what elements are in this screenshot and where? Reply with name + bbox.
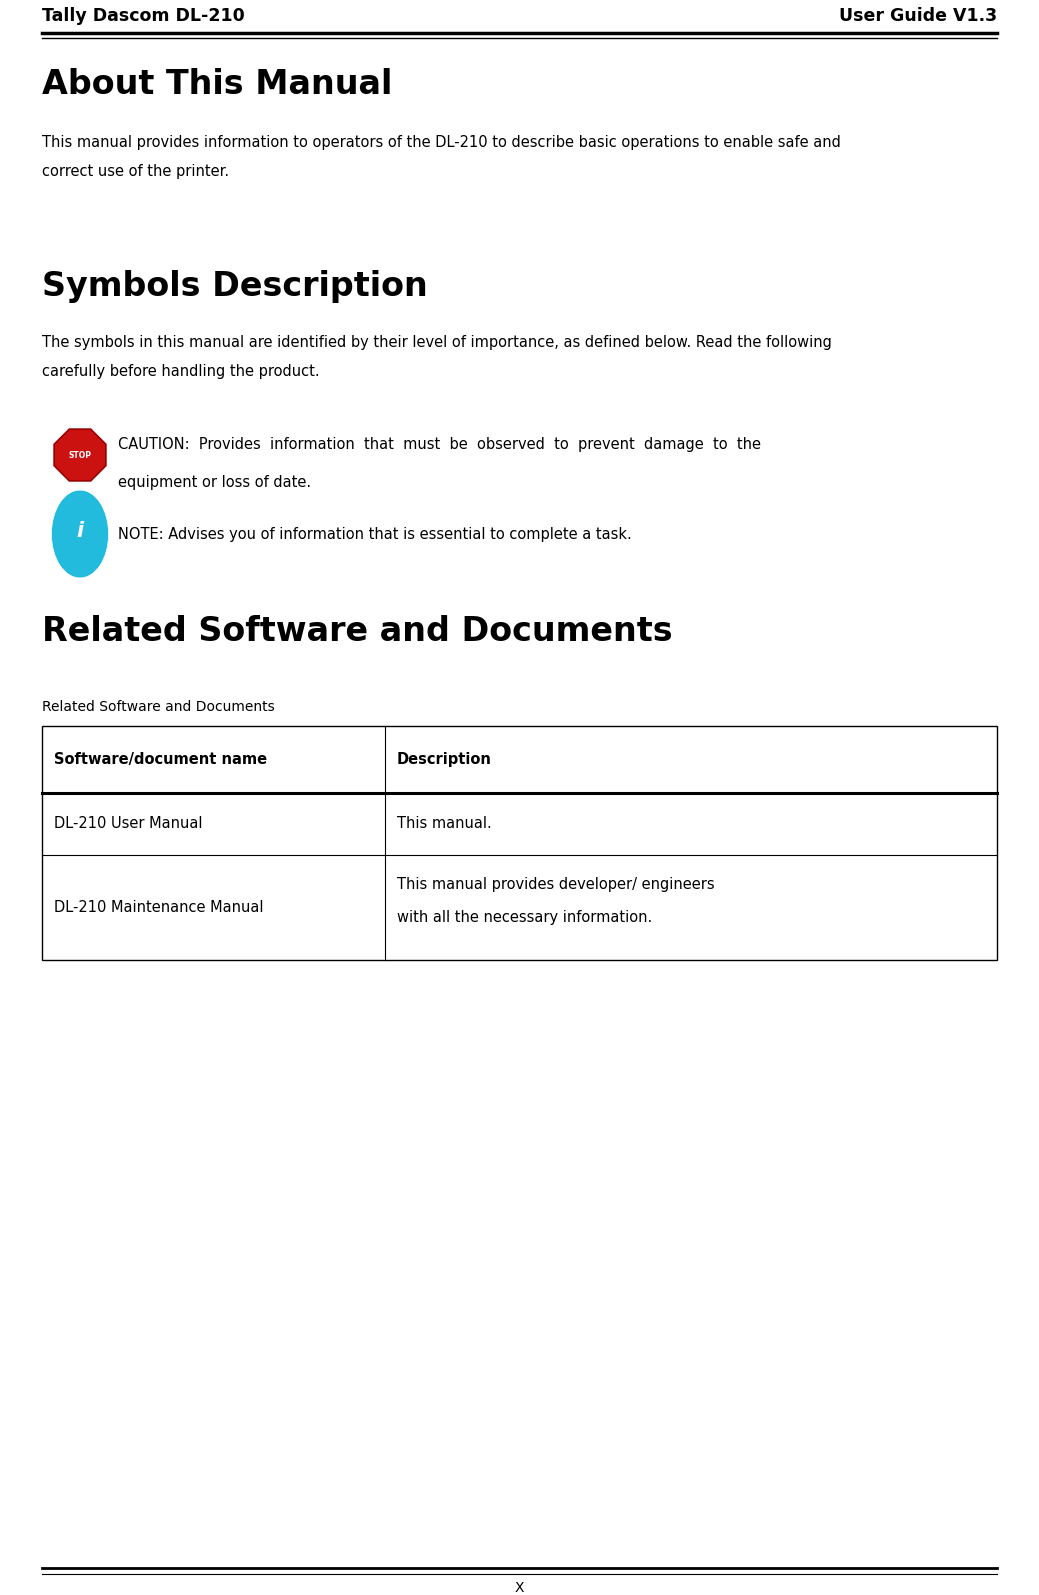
Text: User Guide V1.3: User Guide V1.3 — [838, 6, 997, 26]
Text: X: X — [514, 1581, 525, 1595]
Polygon shape — [54, 429, 106, 480]
Text: This manual.: This manual. — [397, 817, 491, 831]
Text: Related Software and Documents: Related Software and Documents — [42, 616, 672, 648]
FancyBboxPatch shape — [42, 726, 997, 960]
Text: Symbols Description: Symbols Description — [42, 270, 428, 303]
Text: CAUTION:  Provides  information  that  must  be  observed  to  prevent  damage  : CAUTION: Provides information that must … — [118, 437, 761, 451]
Text: The symbols in this manual are identified by their level of importance, as defin: The symbols in this manual are identifie… — [42, 335, 832, 380]
Text: NOTE: Advises you of information that is essential to complete a task.: NOTE: Advises you of information that is… — [118, 526, 632, 541]
Text: Software/document name: Software/document name — [54, 751, 267, 767]
Text: Description: Description — [397, 751, 491, 767]
Text: Related Software and Documents: Related Software and Documents — [42, 700, 274, 715]
Text: DL-210 User Manual: DL-210 User Manual — [54, 817, 203, 831]
Text: equipment or loss of date.: equipment or loss of date. — [118, 475, 311, 490]
Circle shape — [51, 490, 109, 577]
Text: This manual provides information to operators of the DL-210 to describe basic op: This manual provides information to oper… — [42, 136, 841, 179]
Text: This manual provides developer/ engineers: This manual provides developer/ engineer… — [397, 877, 715, 892]
Text: i: i — [77, 522, 83, 541]
Text: DL-210 Maintenance Manual: DL-210 Maintenance Manual — [54, 900, 264, 916]
Text: About This Manual: About This Manual — [42, 69, 393, 100]
Text: Tally Dascom DL-210: Tally Dascom DL-210 — [42, 6, 245, 26]
Text: with all the necessary information.: with all the necessary information. — [397, 911, 652, 925]
Text: STOP: STOP — [69, 450, 91, 459]
